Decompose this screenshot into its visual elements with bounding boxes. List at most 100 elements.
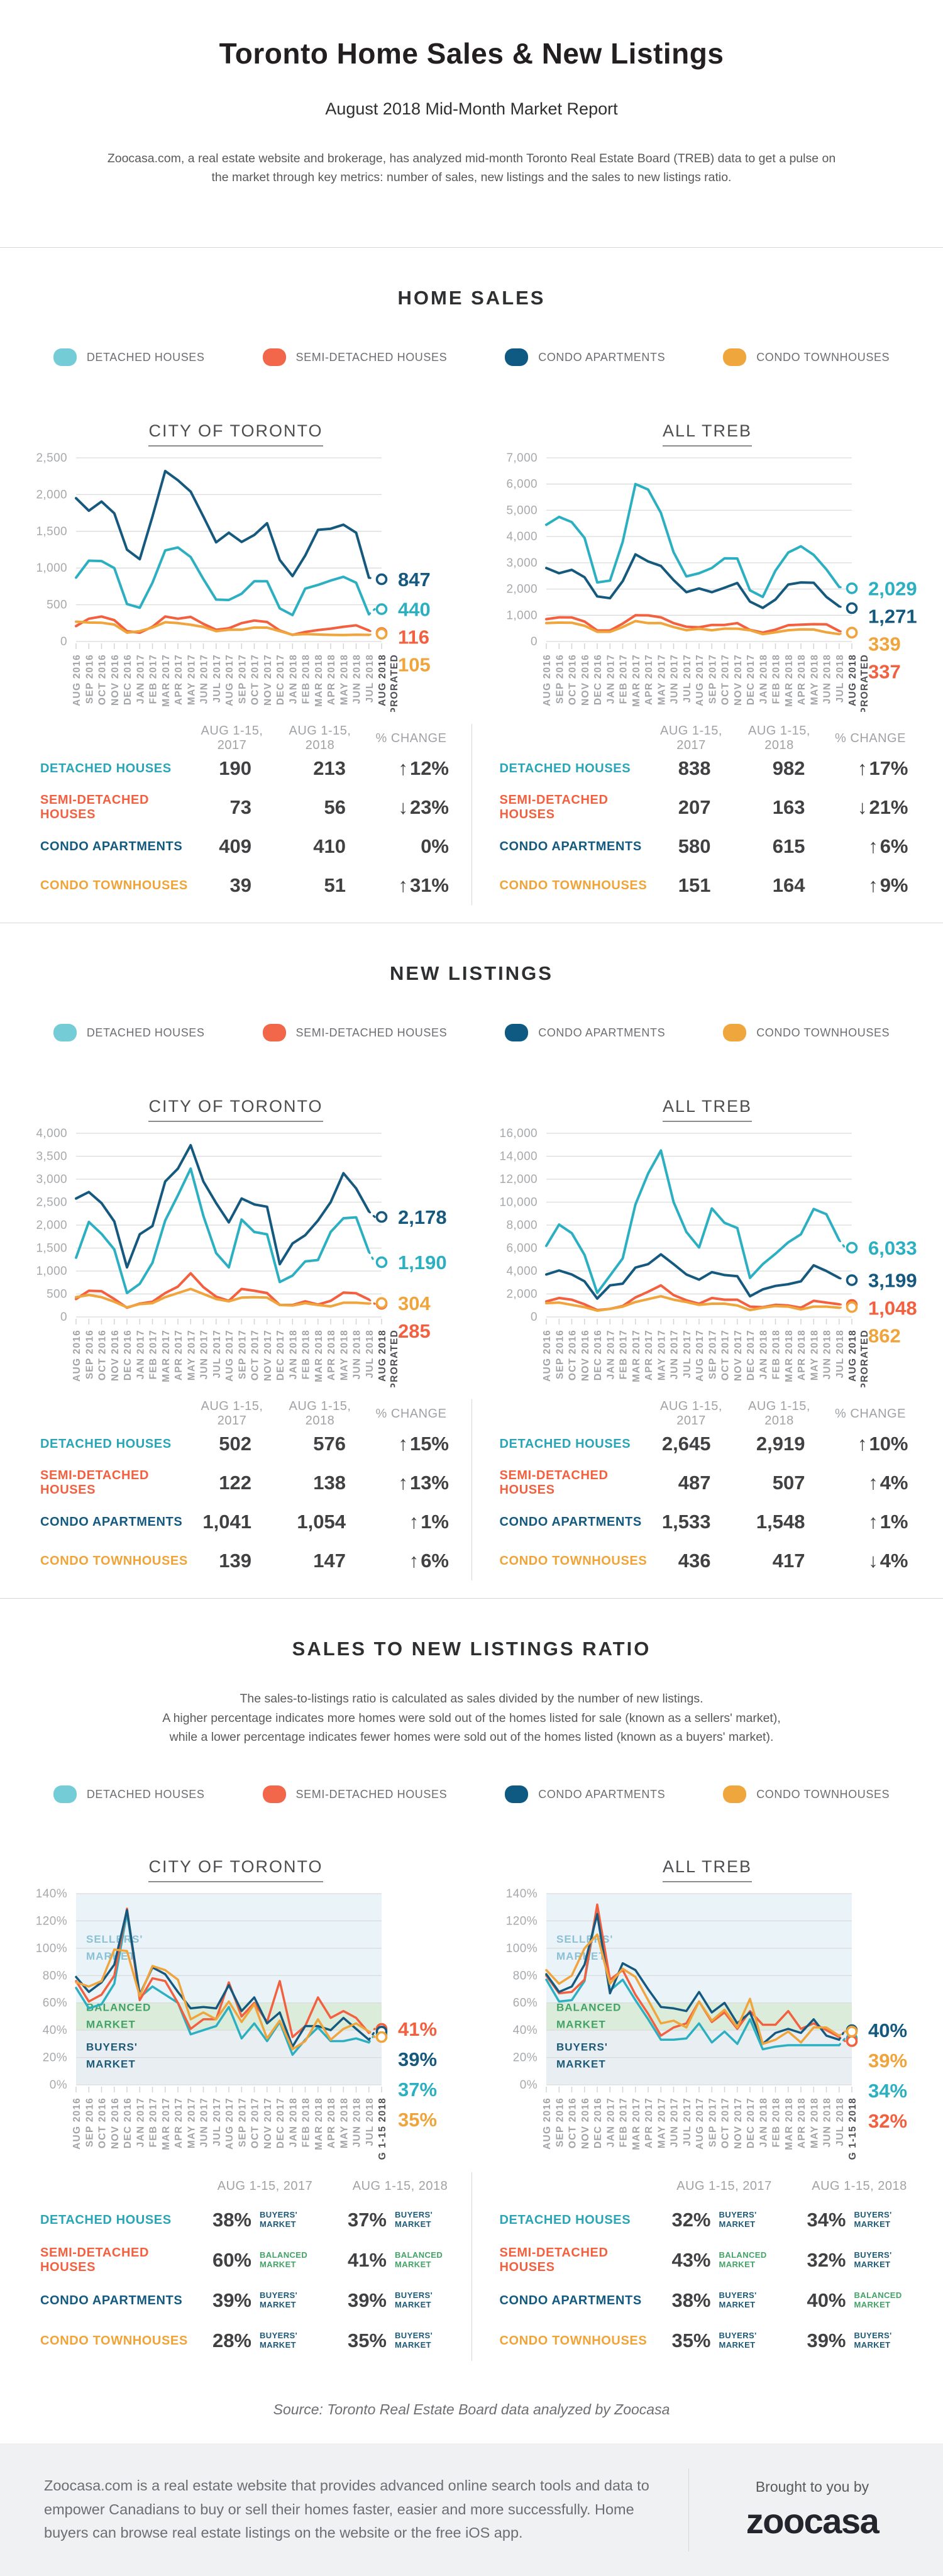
svg-text:MAY 2018: MAY 2018: [809, 1330, 820, 1380]
table-new-listings-treb: AUG 1-15, 2017 AUG 1-15, 2018 % CHANGE DETA…: [472, 1399, 931, 1580]
percent-change: ↑6%: [409, 1550, 449, 1572]
ratio-aug-2018: 39% BUYERS' MARKET: [347, 2289, 433, 2312]
chart-titles-row: CITY OF TORONTO ALL TREB: [0, 1097, 943, 1123]
svg-text:4,000: 4,000: [36, 1127, 67, 1140]
svg-text:DEC 2017: DEC 2017: [275, 654, 286, 705]
table-row: DETACHED HOUSES 838 982 ↑17%: [500, 749, 931, 788]
percent-change: ↑9%: [868, 874, 908, 897]
svg-text:JUL 2017: JUL 2017: [212, 2097, 223, 2146]
ratio-description-line: while a lower percentage indicates fewer…: [169, 1729, 774, 1744]
percent-change: ↓23%: [398, 796, 449, 819]
table-header-row: AUG 1-15, 2017 AUG 1-15, 2018: [40, 2172, 472, 2200]
svg-text:JUN 2017: JUN 2017: [199, 654, 210, 704]
table-header-row: AUG 1-15, 2017 AUG 1-15, 2018 % CHANGE: [500, 724, 931, 752]
svg-text:JAN 2018: JAN 2018: [288, 2097, 299, 2147]
svg-text:OCT 2016: OCT 2016: [568, 2097, 578, 2148]
column-header: AUG 1-15, 2017: [676, 2179, 772, 2193]
svg-text:JUL 2017: JUL 2017: [212, 1330, 223, 1378]
svg-text:3,500: 3,500: [36, 1150, 67, 1163]
legend-item: CONDO TOWNHOUSES: [723, 348, 890, 367]
svg-text:1,271: 1,271: [868, 606, 917, 628]
svg-text:MARKET: MARKET: [86, 2058, 136, 2070]
column-header: AUG 1-15, 2018: [748, 1399, 810, 1428]
svg-text:AUG 2017: AUG 2017: [224, 2097, 235, 2150]
down-arrow-icon: ↓: [868, 1550, 878, 1572]
svg-text:1,000: 1,000: [36, 1265, 67, 1278]
svg-text:JUN 2017: JUN 2017: [670, 1330, 680, 1379]
table-row: CONDO APARTMENTS 580 615 ↑6%: [500, 827, 931, 866]
ratio-description: The sales-to-listings ratio is calculate…: [0, 1689, 943, 1746]
svg-text:2,500: 2,500: [36, 452, 67, 465]
up-arrow-icon: ↑: [398, 757, 408, 780]
column-header: AUG 1-15, 2017: [201, 1399, 263, 1428]
row-label: CONDO APARTMENTS: [40, 1514, 183, 1529]
svg-text:PRORATED: PRORATED: [859, 654, 870, 712]
chart-title-city-of-toronto: CITY OF TORONTO: [148, 1097, 323, 1123]
svg-text:APR 2017: APR 2017: [174, 2097, 184, 2148]
table-row: CONDO APARTMENTS 39% BUYERS' MARKET 39% BUYER…: [40, 2280, 472, 2321]
table-row: CONDO TOWNHOUSES 28% BUYERS' MARKET 35% BUYER…: [40, 2321, 472, 2361]
svg-text:BUYERS': BUYERS': [86, 2041, 138, 2053]
ratio-aug-2017: 39% BUYERS' MARKET: [212, 2289, 298, 2312]
value-aug-2018: 163: [772, 796, 805, 819]
svg-text:BALANCED: BALANCED: [556, 2002, 621, 2014]
column-header: AUG 1-15, 2017: [217, 2179, 313, 2193]
svg-text:NOV 2016: NOV 2016: [110, 654, 121, 706]
down-arrow-icon: ↓: [398, 796, 408, 819]
legend-item: SEMI-DETACHED HOUSES: [262, 1024, 448, 1042]
value-aug-2017: 1,533: [661, 1511, 711, 1533]
svg-text:4,000: 4,000: [506, 1265, 538, 1278]
svg-text:JAN 2017: JAN 2017: [135, 654, 146, 704]
column-header: % CHANGE: [375, 1406, 447, 1421]
svg-text:JAN 2017: JAN 2017: [135, 2097, 146, 2147]
line-chart-new-listings-treb: 0 2,000 4,000 6,000 8,000 10,000 12,000 14,000 1…: [483, 1123, 930, 1391]
up-arrow-icon: ↑: [398, 1433, 408, 1455]
svg-text:MAR 2017: MAR 2017: [161, 654, 172, 707]
table-header-row: AUG 1-15, 2017 AUG 1-15, 2018: [500, 2172, 931, 2200]
svg-text:440: 440: [398, 599, 431, 621]
svg-text:FEB 2018: FEB 2018: [771, 654, 782, 704]
svg-text:MAY 2017: MAY 2017: [186, 2097, 197, 2148]
report-header: Toronto Home Sales & New Listings August…: [0, 0, 943, 247]
up-arrow-icon: ↑: [868, 1472, 878, 1494]
series-legend: DETACHED HOUSES SEMI-DETACHED HOUSES CONDO…: [0, 1785, 943, 1804]
chart-svg: 0%20%40%60%80%100%120%140%AUG 2016 SEP 20…: [506, 1887, 907, 2175]
value-aug-2017: 409: [219, 835, 251, 858]
percent-change: ↑12%: [398, 757, 449, 780]
market-type-label: BUYERS' MARKET: [395, 2210, 433, 2229]
table-row: CONDO APARTMENTS 1,533 1,548 ↑1%: [500, 1502, 931, 1541]
market-type-label: BUYERS' MARKET: [395, 2331, 433, 2350]
svg-text:2,029: 2,029: [868, 578, 917, 600]
row-label: CONDO TOWNHOUSES: [40, 878, 188, 892]
svg-text:BUYERS': BUYERS': [556, 2041, 608, 2053]
svg-text:MAY 2018: MAY 2018: [809, 654, 820, 705]
svg-text:0: 0: [60, 635, 67, 648]
svg-text:NOV 2016: NOV 2016: [580, 1330, 591, 1381]
svg-text:APR 2018: APR 2018: [326, 654, 337, 705]
legend-label: DETACHED HOUSES: [86, 350, 205, 364]
svg-text:NOV 2017: NOV 2017: [733, 2097, 744, 2149]
svg-text:NOV 2017: NOV 2017: [263, 1330, 273, 1381]
section-new-listings: NEW LISTINGS DETACHED HOUSES SEMI-DETACHE…: [0, 962, 943, 1598]
section-divider: [0, 1598, 943, 1599]
svg-text:847: 847: [398, 569, 431, 591]
svg-text:DEC 2016: DEC 2016: [593, 1330, 604, 1380]
legend-label: CONDO APARTMENTS: [538, 350, 666, 364]
column-header: % CHANGE: [835, 731, 906, 745]
svg-text:10,000: 10,000: [499, 1196, 538, 1209]
svg-text:DEC 2016: DEC 2016: [123, 1330, 133, 1380]
intro-text: Zoocasa.com, a real estate website and b…: [107, 152, 836, 185]
legend-swatch-icon: [723, 1024, 747, 1042]
home-sales-heading: HOME SALES: [397, 287, 546, 309]
svg-text:JUL 2018: JUL 2018: [365, 1330, 375, 1378]
value-aug-2018: 417: [772, 1550, 805, 1572]
row-label: SEMI-DETACHED HOUSES: [499, 1468, 609, 1497]
table-row: DETACHED HOUSES 2,645 2,919 ↑10%: [500, 1424, 931, 1463]
svg-text:116: 116: [398, 626, 429, 648]
svg-text:APR 2018: APR 2018: [797, 654, 807, 705]
value-aug-2017: 73: [229, 796, 251, 819]
row-label: CONDO TOWNHOUSES: [40, 1553, 188, 1568]
svg-text:SEP 2016: SEP 2016: [554, 654, 565, 704]
svg-text:SEP 2016: SEP 2016: [84, 654, 95, 704]
